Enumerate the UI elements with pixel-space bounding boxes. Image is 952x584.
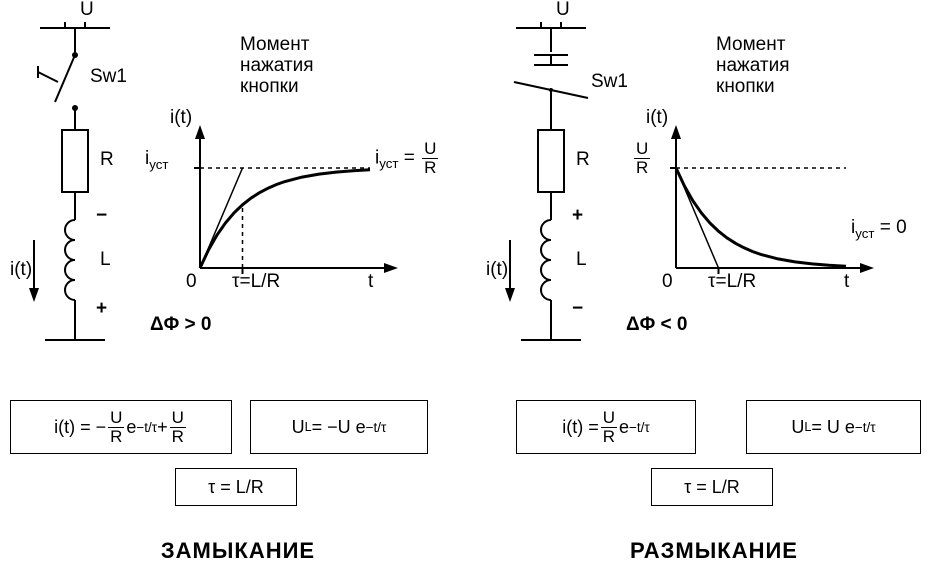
asymptote-eq: iуст = UR: [375, 140, 440, 177]
formula-ul-opening: UL = U e−t/τ: [746, 400, 921, 454]
chart-closing: Момент нажатия кнопки i(t) iуст iуст = U…: [150, 40, 460, 330]
tau-label: τ=L/R: [708, 272, 756, 293]
tau-label: τ=L/R: [232, 272, 280, 293]
tau-box-closing: τ = L/R: [175, 468, 297, 506]
initial-label: UR: [632, 140, 652, 177]
delta-phi-opening: ΔΦ < 0: [626, 315, 687, 336]
formula-i-opening: i(t) = UR e−t/τ: [516, 400, 696, 454]
current-label: i(t): [10, 260, 32, 281]
current-label: i(t): [486, 260, 508, 281]
x-axis-label: t: [844, 272, 849, 293]
asymptote-label: iуст: [145, 149, 168, 172]
circuit-closing: U Sw1 R L − + i(t): [20, 10, 140, 390]
polarity-bottom: −: [572, 299, 583, 320]
asymptote-eq: iуст = 0: [851, 218, 907, 241]
tau-box-opening: τ = L/R: [651, 468, 773, 506]
y-axis-label: i(t): [170, 108, 192, 129]
circuit-opening: U Sw1 R L + − i(t): [496, 10, 616, 390]
switch-label: Sw1: [591, 72, 628, 93]
polarity-bottom: +: [96, 299, 107, 320]
x-axis-label: t: [368, 272, 373, 293]
polarity-top: −: [96, 206, 107, 227]
origin-label: 0: [662, 272, 673, 293]
formula-ul-closing: UL = −U e−t/τ: [250, 400, 428, 454]
y-axis-label: i(t): [646, 108, 668, 129]
resistor-label: R: [576, 150, 590, 171]
supply-label: U: [80, 0, 94, 21]
chart-opening: Момент нажатия кнопки i(t) UR iуст = 0 0…: [626, 40, 936, 330]
circuit-opening-svg: [496, 10, 616, 390]
inductor-label: L: [100, 250, 111, 271]
formula-row-closing: i(t) = − UR e−t/τ + UR UL = −U e−t/τ: [10, 400, 466, 460]
supply-label: U: [556, 0, 570, 21]
inductor-label: L: [576, 250, 587, 271]
panel-closing: U Sw1 R L − + i(t) Момент нажатия кнопки…: [0, 0, 476, 584]
switch-label: Sw1: [90, 67, 127, 88]
delta-phi-closing: ΔΦ > 0: [150, 315, 211, 336]
polarity-top: +: [572, 206, 583, 227]
resistor-label: R: [100, 150, 114, 171]
formula-i-closing: i(t) = − UR e−t/τ + UR: [10, 400, 232, 454]
origin-label: 0: [186, 272, 197, 293]
caption-closing: ЗАМЫКАНИЕ: [0, 538, 476, 564]
panel-opening: U Sw1 R L + − i(t) Момент нажатия кнопки…: [476, 0, 952, 584]
formula-row-opening: i(t) = UR e−t/τ UL = U e−t/τ: [486, 400, 942, 460]
page: U Sw1 R L − + i(t) Момент нажатия кнопки…: [0, 0, 952, 584]
caption-opening: РАЗМЫКАНИЕ: [476, 538, 952, 564]
